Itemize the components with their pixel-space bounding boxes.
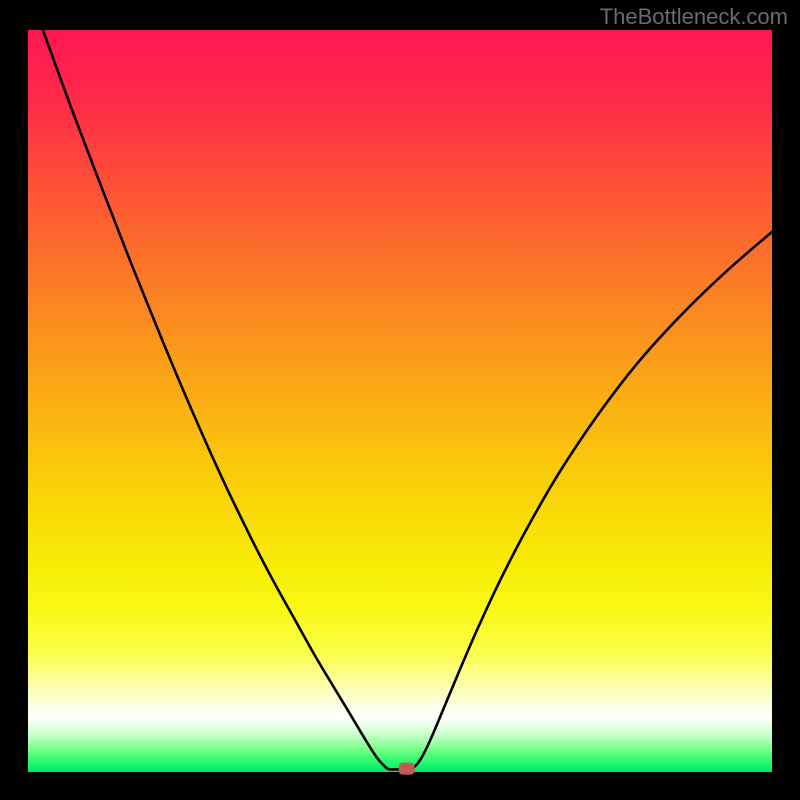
optimal-point-marker bbox=[399, 763, 415, 775]
bottleneck-chart bbox=[0, 0, 800, 800]
watermark-text: TheBottleneck.com bbox=[600, 4, 788, 30]
chart-container: TheBottleneck.com bbox=[0, 0, 800, 800]
